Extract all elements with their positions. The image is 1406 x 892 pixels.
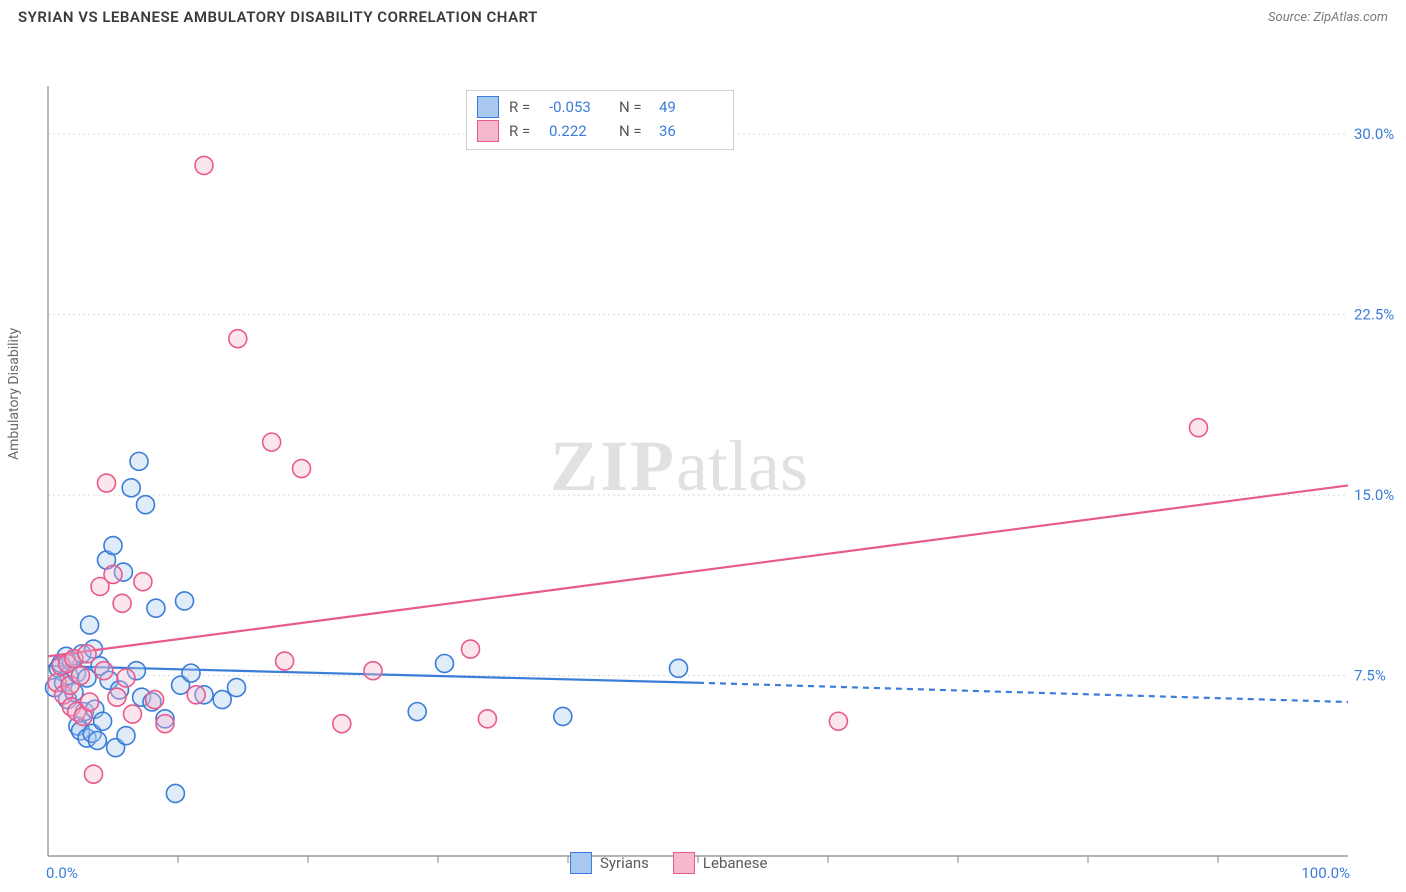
r-label: R = xyxy=(509,122,539,140)
legend-label-lebanese: Lebanese xyxy=(703,854,768,872)
svg-text:7.5%: 7.5% xyxy=(1354,667,1386,685)
swatch-lebanese xyxy=(477,120,499,142)
svg-text:100.0%: 100.0% xyxy=(1301,864,1350,880)
swatch-syrians xyxy=(477,96,499,118)
scatter-chart: 7.5% 15.0% 22.5% 30.0% 0.0% 100.0% xyxy=(0,30,1406,880)
chart-container: Ambulatory Disability 7.5% 15.0% 22.5% 30.0… xyxy=(0,30,1406,880)
r-label: R = xyxy=(509,98,539,116)
svg-text:0.0%: 0.0% xyxy=(46,864,78,880)
n-value-lebanese: 36 xyxy=(659,122,719,140)
n-value-syrians: 49 xyxy=(659,98,719,116)
chart-title: SYRIAN VS LEBANESE AMBULATORY DISABILITY… xyxy=(18,8,538,26)
legend-item-syrians: Syrians xyxy=(570,852,649,874)
swatch-syrians xyxy=(570,852,592,874)
r-value-lebanese: 0.222 xyxy=(549,122,609,140)
r-value-syrians: -0.053 xyxy=(549,98,609,116)
n-label: N = xyxy=(619,122,649,140)
svg-text:30.0%: 30.0% xyxy=(1354,125,1394,143)
y-axis-label: Ambulatory Disability xyxy=(6,328,22,460)
correlation-legend: R = -0.053 N = 49 R = 0.222 N = 36 xyxy=(466,90,734,150)
swatch-lebanese xyxy=(673,852,695,874)
source-text: Source: ZipAtlas.com xyxy=(1268,10,1388,25)
legend-label-syrians: Syrians xyxy=(600,854,649,872)
legend-row-syrians: R = -0.053 N = 49 xyxy=(477,95,719,119)
n-label: N = xyxy=(619,98,649,116)
legend-row-lebanese: R = 0.222 N = 36 xyxy=(477,119,719,143)
svg-text:22.5%: 22.5% xyxy=(1354,306,1394,324)
svg-text:15.0%: 15.0% xyxy=(1354,486,1394,504)
title-bar: SYRIAN VS LEBANESE AMBULATORY DISABILITY… xyxy=(0,0,1406,30)
series-legend: Syrians Lebanese xyxy=(570,852,767,874)
legend-item-lebanese: Lebanese xyxy=(673,852,768,874)
